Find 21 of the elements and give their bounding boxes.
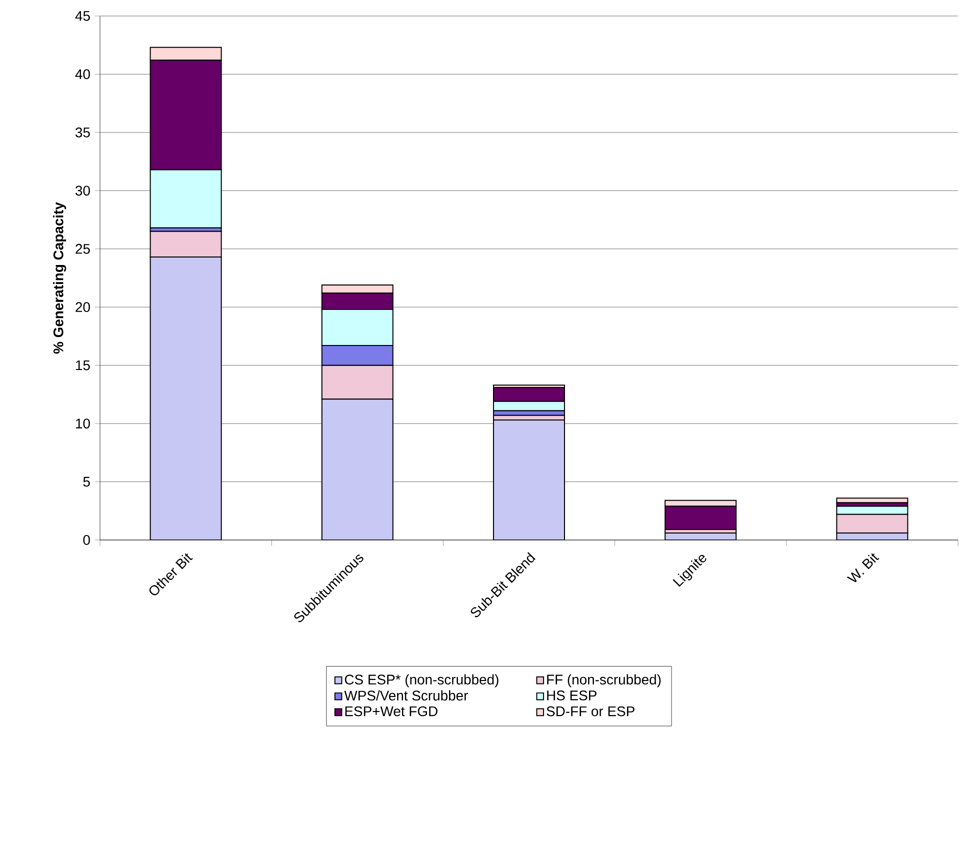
y-tick-label: 30 [76,186,90,196]
legend-label: HS ESP [547,690,596,700]
legend-label: WPS/Vent Scrubber [344,690,468,701]
y-tick-label: 0 [83,535,90,545]
legend-label: CS ESP* (non-scrubbed) [344,674,498,688]
legend-label: FF (non-scrubbed) [547,674,661,688]
y-tick-label: 15 [76,360,90,370]
legend-label: ESP+Wet FGD [345,706,438,716]
y-tick-label: 20 [76,302,90,312]
y-axis-title: % Generating Capacity [53,202,66,354]
legend-label: SD-FF or ESP [546,706,634,716]
bar [321,398,394,540]
y-tick-label: 45 [75,11,90,21]
bar [150,256,222,540]
y-tick-label: 40 [75,69,90,80]
y-tick-label: 10 [76,418,90,428]
x-tick-label: W. Bit [846,553,880,582]
bar [493,420,566,540]
y-tick-label: 25 [76,244,90,254]
y-tick-label: 35 [76,127,90,138]
y-tick-label: 5 [83,476,90,487]
